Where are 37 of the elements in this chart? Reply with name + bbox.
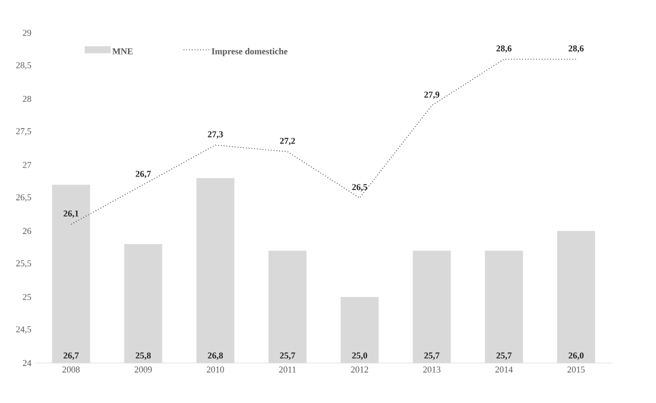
y-tick-label: 24,5 xyxy=(16,326,32,334)
data-label: 26,7 xyxy=(64,352,79,360)
y-tick-label: 27,5 xyxy=(16,128,32,136)
y-tick-label: 28 xyxy=(22,96,32,102)
data-label: 27,2 xyxy=(280,138,295,146)
data-label: 25,7 xyxy=(280,352,296,360)
data-label: 25,8 xyxy=(136,352,151,360)
data-label: 27,9 xyxy=(424,92,440,99)
data-label: 25,7 xyxy=(496,352,512,360)
x-tick-label: 2010 xyxy=(206,366,224,373)
data-label: 26,1 xyxy=(64,210,78,218)
y-tick-label: 26 xyxy=(22,228,32,234)
y-tick-label: 25 xyxy=(22,294,32,300)
x-tick-label: 2014 xyxy=(495,366,513,373)
data-label: 28,6 xyxy=(568,45,584,53)
data-label: 25,7 xyxy=(424,352,440,360)
y-tick-label: 28,5 xyxy=(16,62,32,70)
y-tick-label: 26,5 xyxy=(16,194,32,202)
data-label: 26,5 xyxy=(352,184,368,192)
legend-label: Imprese domestiche xyxy=(212,48,288,56)
y-tick-label: 25,5 xyxy=(16,260,32,268)
x-tick-label: 2011 xyxy=(279,366,296,373)
data-label: 28,6 xyxy=(496,45,512,53)
data-label: 25,0 xyxy=(352,352,368,360)
data-label: 26,7 xyxy=(136,170,151,178)
y-tick-label: 27 xyxy=(22,162,32,168)
x-tick-label: 2008 xyxy=(62,366,80,373)
x-tick-label: 2013 xyxy=(423,366,440,373)
legend-label: MNE xyxy=(112,48,133,54)
x-tick-label: 2015 xyxy=(568,366,585,373)
y-tick-label: 29 xyxy=(22,30,32,36)
y-tick-label: 24 xyxy=(22,360,32,366)
x-tick-label: 2009 xyxy=(134,366,152,373)
data-label: 27,3 xyxy=(208,131,223,139)
data-label: 26,0 xyxy=(568,352,584,360)
x-tick-label: 2012 xyxy=(351,366,368,373)
data-label: 26,8 xyxy=(208,352,223,360)
